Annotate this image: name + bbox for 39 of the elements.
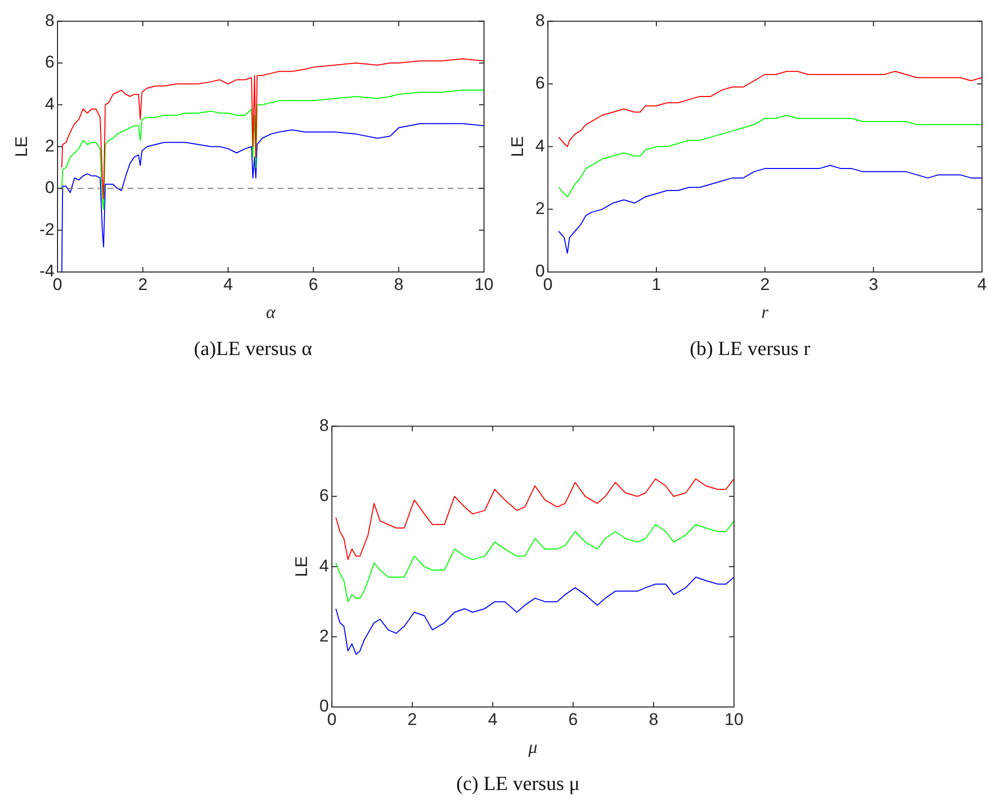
x-tick-label: 4 bbox=[223, 274, 233, 294]
x-tick-label: 2 bbox=[138, 274, 148, 294]
x-tick-label: 10 bbox=[474, 274, 494, 294]
y-tick-label: -4 bbox=[39, 262, 55, 281]
text: (b) LE versus r bbox=[688, 338, 812, 361]
x-tick-label: 3 bbox=[868, 274, 878, 294]
y-tick-label: 6 bbox=[45, 52, 55, 72]
y-axis-title: LE bbox=[12, 136, 31, 157]
x-axis-title: α bbox=[266, 302, 276, 322]
x-tick-label: 6 bbox=[568, 710, 578, 729]
y-tick-label: 0 bbox=[535, 262, 545, 281]
text: (c) LE versus μ bbox=[455, 773, 581, 796]
x-axis-title: μ bbox=[527, 736, 538, 757]
x-axis-title: r bbox=[761, 302, 770, 322]
x-tick-label: 1 bbox=[652, 274, 662, 294]
y-tick-label: 2 bbox=[319, 626, 329, 646]
x-tick-label: 10 bbox=[724, 710, 744, 729]
y-tick-label: 6 bbox=[319, 486, 329, 506]
y-tick-label: 4 bbox=[45, 94, 55, 114]
text: (a)LE versus α bbox=[192, 338, 314, 361]
x-tick-label: 2 bbox=[408, 710, 418, 729]
x-tick-label: 8 bbox=[394, 274, 404, 294]
y-axis-title: LE bbox=[292, 556, 311, 577]
x-tick-label: 4 bbox=[977, 274, 987, 294]
y-tick-label: 0 bbox=[45, 178, 55, 198]
y-tick-label: 8 bbox=[45, 10, 55, 30]
y-tick-label: 6 bbox=[535, 74, 545, 93]
x-tick-label: 8 bbox=[648, 710, 658, 729]
y-tick-label: 8 bbox=[319, 416, 329, 435]
x-tick-label: 4 bbox=[488, 710, 498, 729]
x-tick-label: 2 bbox=[760, 274, 770, 294]
y-tick-label: -2 bbox=[39, 220, 55, 239]
y-tick-label: 2 bbox=[45, 136, 55, 156]
y-tick-label: 0 bbox=[319, 696, 329, 716]
y-axis-title: LE bbox=[508, 136, 527, 157]
y-tick-label: 2 bbox=[535, 198, 545, 218]
y-tick-label: 4 bbox=[319, 556, 329, 576]
y-tick-label: 8 bbox=[535, 10, 545, 30]
y-tick-label: 4 bbox=[535, 136, 545, 156]
